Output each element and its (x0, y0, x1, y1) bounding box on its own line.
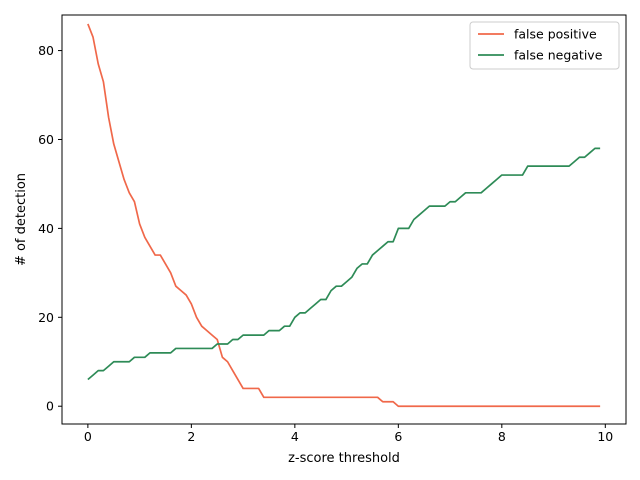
y-tick-label: 20 (38, 310, 54, 325)
x-axis-label: z-score threshold (288, 451, 400, 466)
series-line-false-positive (87, 23, 601, 408)
x-tick-label: 6 (394, 429, 402, 444)
series-line-false-negative (87, 147, 601, 381)
y-tick-label: 80 (38, 43, 54, 58)
y-tick-label: 0 (46, 399, 54, 414)
legend-box (469, 21, 620, 70)
x-tick-label: 0 (84, 429, 92, 444)
legend-label-false-positive: false positive (514, 27, 597, 42)
y-axis-label: # of detection (14, 173, 29, 266)
y-axis-ticks: 0 20 40 60 80 (38, 43, 62, 414)
plot-frame (61, 14, 627, 425)
x-tick-label: 2 (187, 429, 195, 444)
x-tick-label: 4 (291, 429, 299, 444)
x-axis-ticks: 0 2 4 6 8 10 (84, 424, 613, 444)
y-tick-label: 60 (38, 132, 54, 147)
x-tick-label: 8 (498, 429, 506, 444)
legend-label-false-negative: false negative (514, 48, 603, 63)
y-tick-label: 40 (38, 221, 54, 236)
series-layer (87, 23, 601, 408)
x-tick-label: 10 (597, 429, 613, 444)
legend: false positive false negative (469, 21, 620, 70)
